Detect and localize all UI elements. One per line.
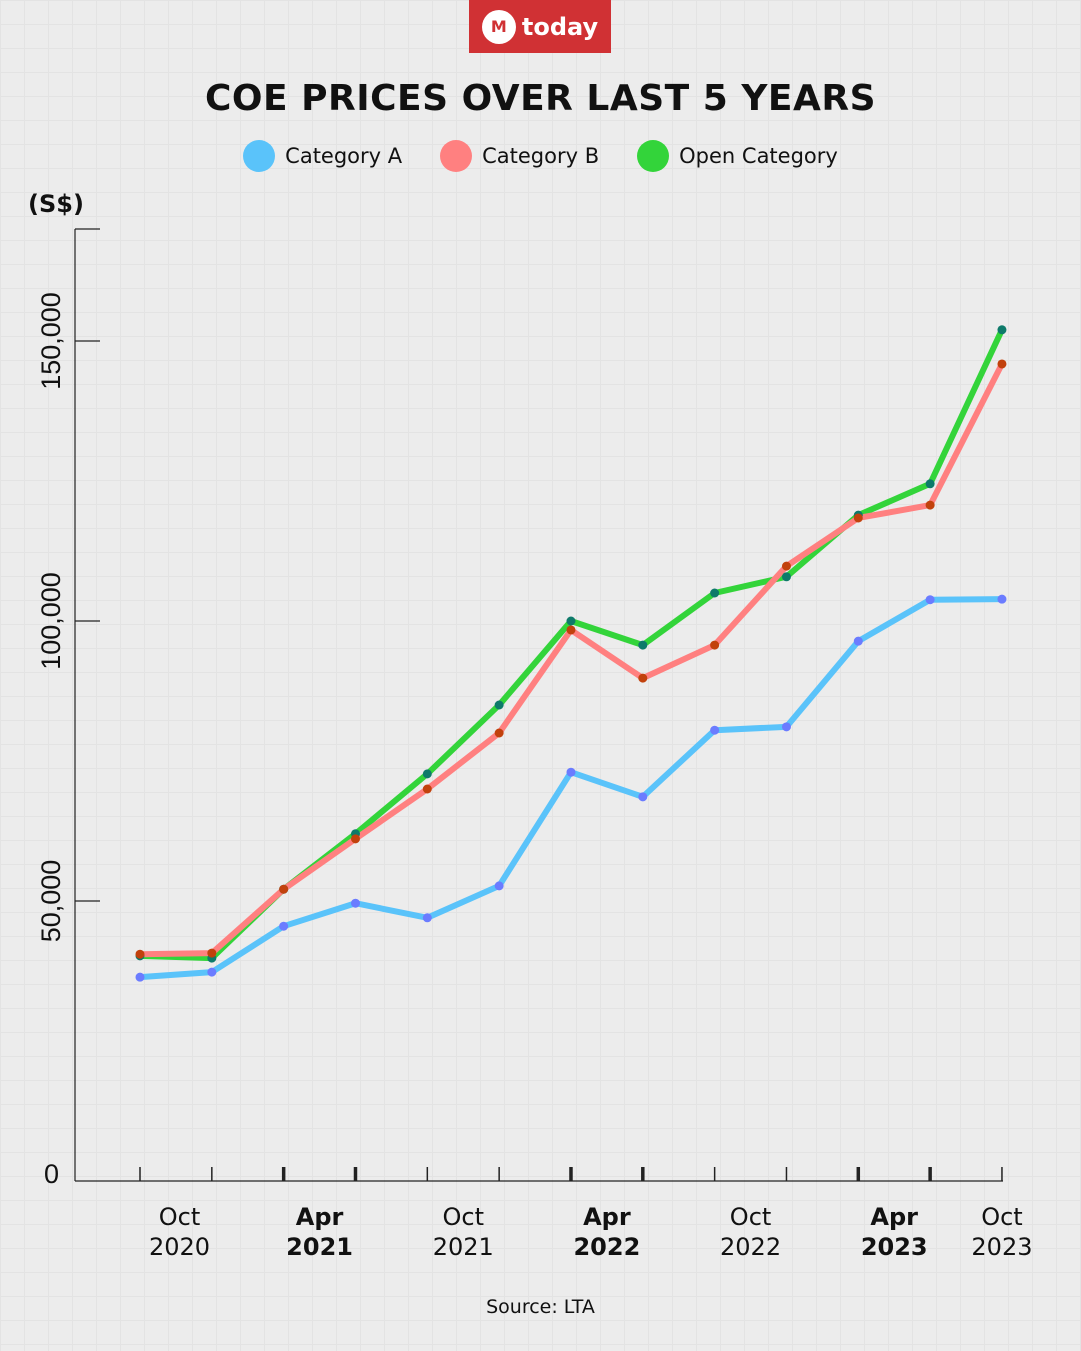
legend-swatch [440,140,473,172]
data-point-category-a [422,913,432,923]
x-tick-label: Apr [296,1203,344,1231]
logo-mark-icon: M [481,9,516,44]
x-tick-label: Oct [442,1203,484,1231]
data-point-category-a [925,595,935,605]
data-point-category-a [566,767,576,777]
y-tick-label: 150,000 [36,292,66,390]
series-line-open-category [137,326,1005,962]
series-line-category-a [137,596,1005,981]
data-point-open-category [422,769,432,779]
x-tick-label: Oct [981,1203,1023,1231]
x-tick-label: Apr [583,1203,631,1231]
data-point-category-b [710,640,720,650]
data-point-category-b [422,784,432,794]
legend-label: Category A [285,144,403,168]
data-point-open-category [925,479,935,489]
data-point-category-b [279,884,289,894]
legend: Category A Category B Open Category [0,140,1081,172]
source-note: Source: LTA [486,1296,595,1318]
data-point-category-a [279,921,289,931]
x-tick-label: 2022 [573,1233,640,1261]
data-point-category-b [781,561,791,571]
series-line-category-b [137,360,1005,958]
x-tick-label: 2022 [720,1233,781,1261]
legend-item-open-category: Open Category [637,140,838,172]
data-point-category-b [925,500,935,510]
data-point-category-a [997,594,1007,604]
x-tick-label: 2023 [861,1233,928,1261]
data-point-category-b [566,625,576,635]
data-point-category-b [207,948,217,958]
chart-title: COE PRICES OVER LAST 5 YEARS [204,78,877,119]
data-point-open-category [710,588,720,598]
data-point-category-a [781,722,791,732]
y-tick-label: 100,000 [36,572,66,670]
data-point-open-category [566,616,576,626]
x-tick-label: Oct [730,1203,772,1231]
data-point-open-category [638,640,648,650]
data-point-category-a [135,972,145,982]
x-tick-label: 2021 [433,1233,494,1261]
legend-swatch [637,140,670,172]
data-point-category-a [638,792,648,802]
x-tick-label: Oct [159,1203,201,1231]
data-point-category-b [997,359,1007,369]
legend-item-category-b: Category B [440,140,599,172]
data-point-category-a [710,725,720,735]
y-axis-unit: (S$) [28,190,84,218]
data-point-category-b [638,673,648,683]
data-point-category-a [207,967,217,977]
y-tick-label: 0 [44,1159,59,1189]
data-point-open-category [997,325,1007,335]
legend-label: Category B [482,144,600,168]
data-point-category-b [350,834,360,844]
logo-text: today [521,12,599,41]
data-point-open-category [494,700,504,710]
data-point-category-a [853,636,863,646]
x-tick-label: 2021 [286,1233,353,1261]
data-point-open-category [781,572,791,582]
x-tick-label: 2020 [149,1233,210,1261]
x-tick-label: 2023 [971,1233,1032,1261]
legend-label: Open Category [679,144,838,168]
data-point-category-a [494,881,504,891]
data-point-category-b [853,513,863,523]
today-logo: M today [469,0,611,53]
x-tick-label: Apr [870,1203,918,1231]
y-tick-label: 50,000 [36,860,66,943]
legend-swatch [243,140,276,172]
legend-item-category-a: Category A [243,140,402,172]
data-point-category-b [135,949,145,959]
data-point-category-a [350,898,360,908]
data-point-category-b [494,728,504,738]
